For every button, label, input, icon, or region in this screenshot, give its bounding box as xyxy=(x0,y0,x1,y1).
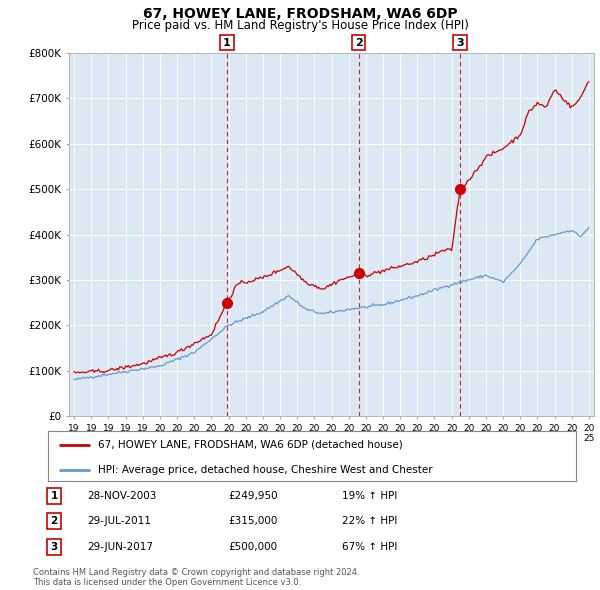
Text: 67, HOWEY LANE, FRODSHAM, WA6 6DP: 67, HOWEY LANE, FRODSHAM, WA6 6DP xyxy=(143,7,457,21)
Text: 29-JUL-2011: 29-JUL-2011 xyxy=(87,516,151,526)
Text: 28-NOV-2003: 28-NOV-2003 xyxy=(87,491,157,501)
Text: 2: 2 xyxy=(355,38,362,48)
Text: £315,000: £315,000 xyxy=(228,516,277,526)
Text: HPI: Average price, detached house, Cheshire West and Chester: HPI: Average price, detached house, Ches… xyxy=(98,465,433,475)
Text: 67, HOWEY LANE, FRODSHAM, WA6 6DP (detached house): 67, HOWEY LANE, FRODSHAM, WA6 6DP (detac… xyxy=(98,440,403,450)
Text: 2: 2 xyxy=(50,516,58,526)
Text: £249,950: £249,950 xyxy=(228,491,278,501)
Text: 3: 3 xyxy=(456,38,464,48)
Text: Price paid vs. HM Land Registry's House Price Index (HPI): Price paid vs. HM Land Registry's House … xyxy=(131,19,469,32)
Text: 1: 1 xyxy=(223,38,231,48)
Text: Contains HM Land Registry data © Crown copyright and database right 2024.
This d: Contains HM Land Registry data © Crown c… xyxy=(33,568,359,587)
Text: 19% ↑ HPI: 19% ↑ HPI xyxy=(342,491,397,501)
Text: £500,000: £500,000 xyxy=(228,542,277,552)
Text: 67% ↑ HPI: 67% ↑ HPI xyxy=(342,542,397,552)
Text: 3: 3 xyxy=(50,542,58,552)
Text: 22% ↑ HPI: 22% ↑ HPI xyxy=(342,516,397,526)
Text: 1: 1 xyxy=(50,491,58,501)
Text: 29-JUN-2017: 29-JUN-2017 xyxy=(87,542,153,552)
